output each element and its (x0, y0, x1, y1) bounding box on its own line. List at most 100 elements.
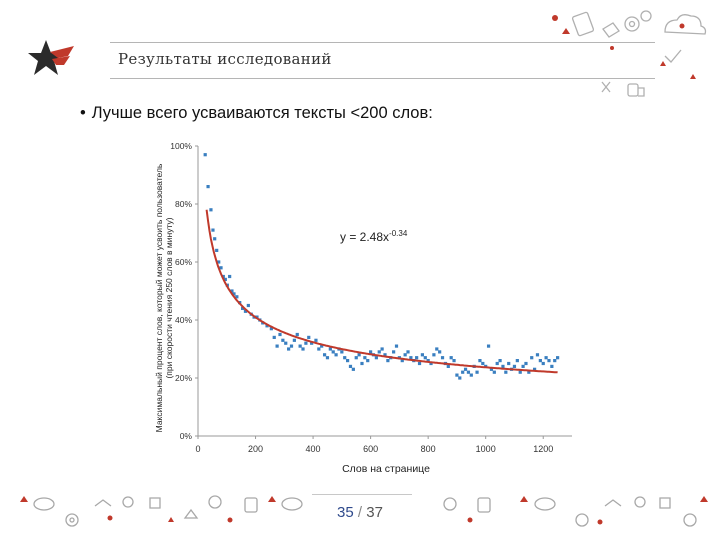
data-point (246, 303, 250, 308)
data-point (535, 353, 540, 357)
x-tick-label: 800 (421, 444, 436, 454)
data-point (287, 347, 291, 351)
data-point (541, 361, 545, 366)
y-tick-label: 80% (175, 199, 192, 209)
data-point (507, 361, 511, 366)
data-point (466, 370, 471, 374)
data-point (469, 373, 473, 377)
data-point (533, 367, 537, 371)
data-point (377, 350, 381, 354)
data-point (400, 359, 404, 363)
data-point (550, 364, 554, 368)
data-point (394, 344, 399, 348)
data-point (501, 364, 505, 368)
data-point (325, 356, 330, 360)
data-point (348, 364, 353, 368)
data-point (438, 350, 442, 354)
data-point (527, 370, 531, 374)
data-point (478, 359, 482, 363)
data-point (556, 356, 560, 360)
data-point (221, 274, 225, 279)
data-point (235, 295, 239, 299)
data-point (307, 335, 311, 339)
data-point (343, 356, 347, 360)
data-point (284, 341, 288, 345)
data-point (512, 364, 517, 368)
title-rule-top (110, 42, 655, 43)
data-point (417, 361, 422, 366)
data-point (426, 359, 430, 363)
data-point (228, 274, 232, 279)
y-tick-label: 40% (175, 315, 192, 325)
data-point (403, 353, 407, 357)
data-point (314, 338, 318, 342)
data-point (486, 344, 491, 348)
data-point (369, 350, 373, 354)
y-tick-label: 0% (180, 431, 193, 441)
data-point (458, 376, 462, 380)
data-point (334, 353, 338, 357)
y-axis-label-line-2: (при скорости чтения 250 слов в минуту) (164, 217, 174, 378)
data-point (357, 353, 361, 357)
y-axis-label-line-1: Максимальный процент слов, который может… (154, 163, 164, 432)
data-point (495, 361, 499, 366)
data-point (272, 335, 276, 339)
data-point (432, 353, 436, 357)
data-point (553, 359, 557, 363)
data-point (232, 292, 236, 296)
data-point (518, 370, 522, 374)
data-point (340, 350, 344, 354)
data-point (360, 361, 364, 366)
data-point (429, 361, 433, 366)
trendline (205, 209, 558, 374)
data-point (461, 370, 465, 374)
data-point (213, 237, 217, 241)
data-point (475, 370, 479, 374)
data-point (243, 309, 248, 313)
data-point (423, 356, 427, 360)
title-rule-bottom (110, 78, 655, 79)
bullet-label: Лучше всего усваиваются тексты <200 слов… (91, 104, 433, 122)
data-point (351, 367, 355, 371)
chart-points (203, 153, 560, 380)
bullet-dot: • (80, 104, 86, 122)
data-point (380, 347, 384, 351)
data-point (420, 353, 424, 357)
data-point (455, 373, 459, 377)
chart-axes: 0% 20% 40% 60% 80% 100% 0 200 400 600 800 1000 1200 (170, 141, 572, 454)
y-tick-label: 100% (170, 141, 192, 151)
data-point (386, 359, 390, 363)
data-point (301, 347, 305, 351)
trendline-equation: y = 2.48x-0.34 (340, 229, 408, 244)
data-point (406, 350, 410, 354)
slide-title: Результаты исследований (118, 50, 332, 68)
data-point (504, 370, 508, 374)
data-point (492, 370, 496, 374)
data-point (331, 350, 335, 354)
data-point (498, 359, 502, 363)
data-point (230, 289, 234, 293)
data-point (298, 344, 302, 348)
data-point (392, 350, 396, 354)
data-point (322, 353, 327, 357)
data-point (415, 356, 419, 360)
x-tick-label: 1200 (533, 444, 553, 454)
doodle-icons-top (552, 10, 707, 97)
y-tick-label: 20% (175, 373, 192, 383)
data-point (265, 324, 269, 328)
x-tick-label: 600 (363, 444, 378, 454)
y-tick-label: 60% (175, 257, 192, 267)
data-point (320, 344, 324, 348)
data-point (206, 185, 210, 189)
data-point (317, 347, 321, 351)
page-number: 35 / 37 (320, 504, 400, 521)
data-point (544, 356, 548, 360)
data-point (304, 341, 308, 345)
x-axis-label: Слов на странице (342, 463, 430, 475)
data-point (524, 361, 528, 366)
data-point (530, 356, 534, 360)
data-point (240, 306, 245, 310)
data-point (481, 361, 485, 366)
data-point (278, 332, 282, 337)
data-point (354, 356, 358, 360)
